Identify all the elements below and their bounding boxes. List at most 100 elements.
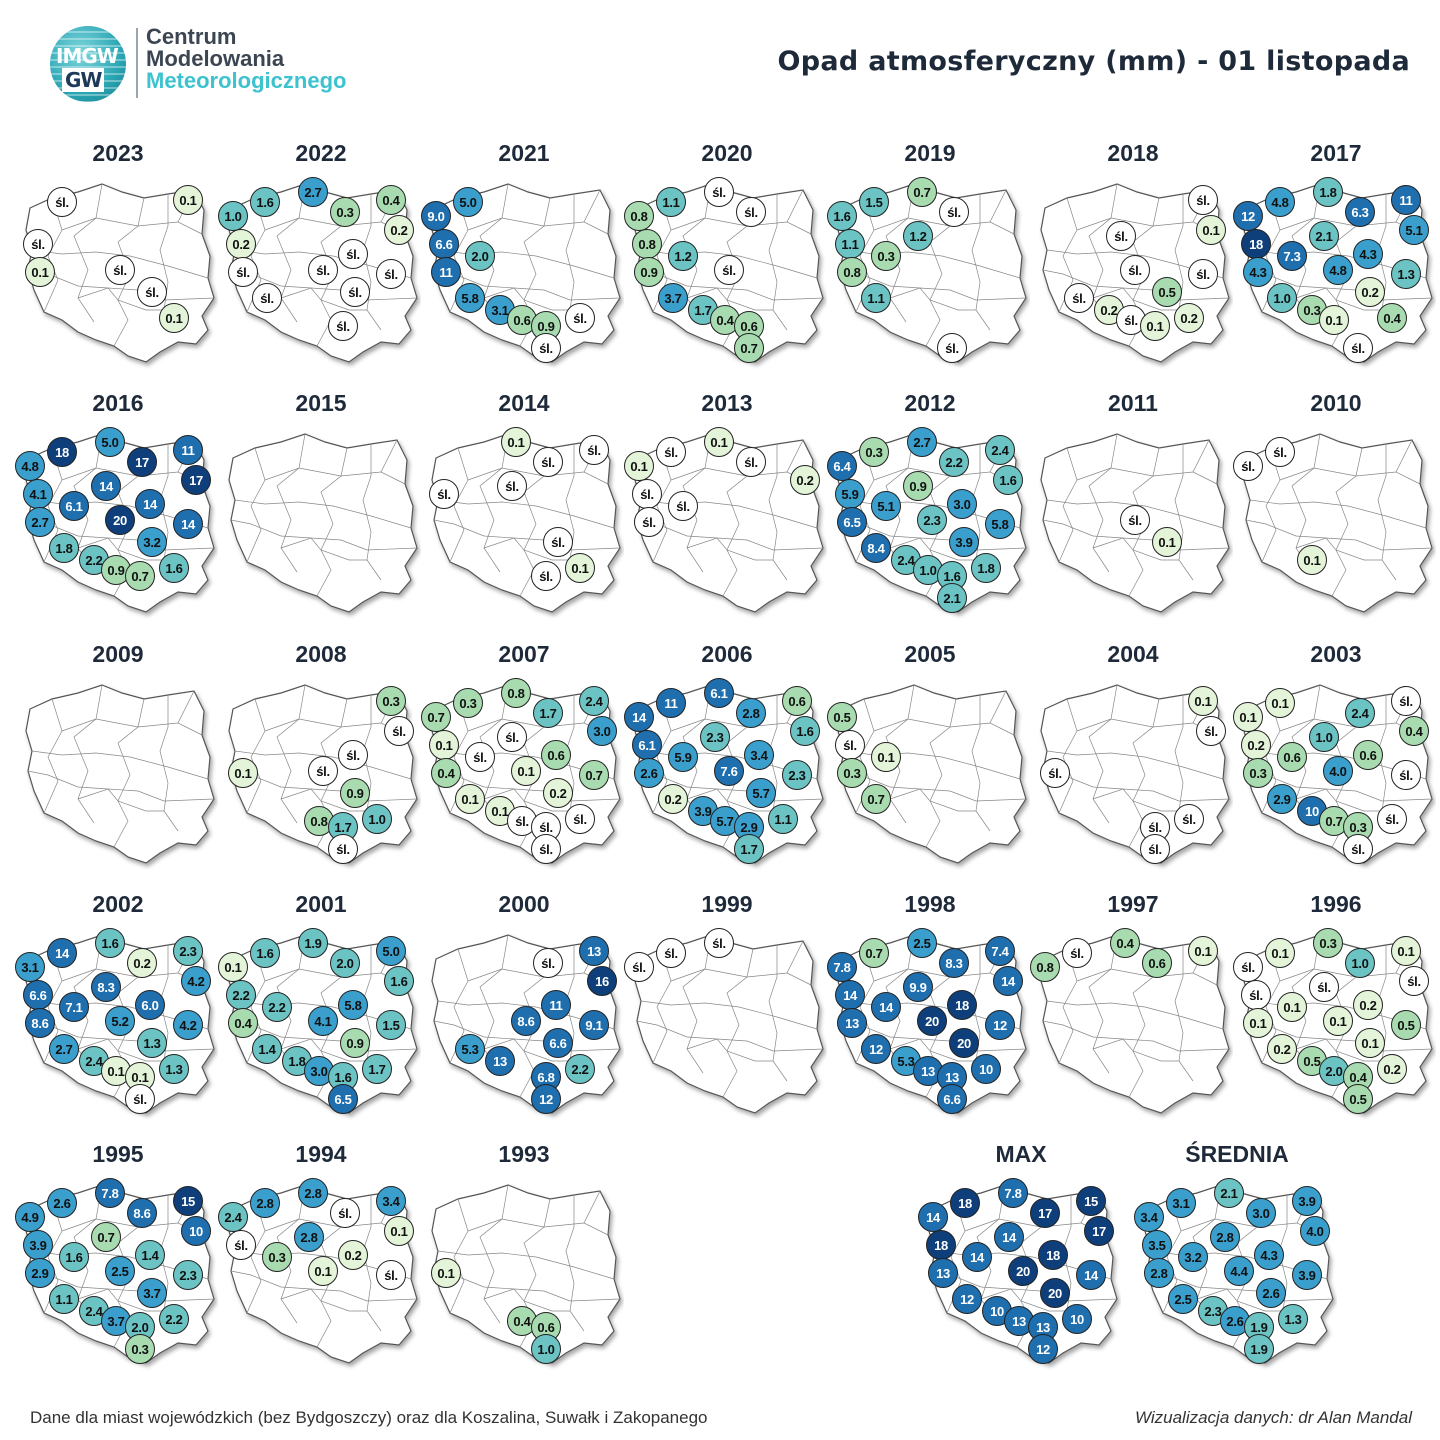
panel-label: 2018: [1107, 140, 1159, 166]
station-value: 2.7: [49, 1034, 79, 1064]
station-value: 6.4: [827, 451, 857, 481]
station-value: 2.5: [907, 928, 937, 958]
station-value: 2.0: [465, 241, 495, 271]
station-value: 3.1: [15, 952, 45, 982]
station-value: 0.4: [1399, 716, 1429, 746]
station-value: 0.1: [25, 257, 55, 287]
station-value: śl.: [531, 561, 561, 591]
station-value: 0.6: [782, 686, 812, 716]
header: IMGW GW Centrum Modelowania Meteorologic…: [0, 0, 1440, 120]
station-value: 4.3: [1254, 1240, 1284, 1270]
panel-label: 2002: [92, 891, 144, 917]
station-value: 3.9: [949, 527, 979, 557]
panel-label: 1996: [1310, 891, 1362, 917]
station-value: 12: [985, 1010, 1015, 1040]
station-value: 1.8: [1313, 177, 1343, 207]
station-value: 1.8: [971, 553, 1001, 583]
voivodeship-border: [980, 1288, 1067, 1312]
panel-label: 2016: [92, 390, 144, 416]
station-value: śl.: [704, 928, 734, 958]
station-value: 2.2: [79, 545, 109, 575]
station-value: 14: [47, 938, 77, 968]
station-value: 0.1: [1188, 686, 1218, 716]
voivodeship-border: [1295, 1038, 1382, 1062]
station-value: 4.8: [15, 451, 45, 481]
station-value: śl.: [531, 834, 561, 864]
station-value: 0.3: [330, 197, 360, 227]
panel-label: 1993: [498, 1141, 550, 1167]
station-value: 8.6: [127, 1198, 157, 1228]
station-value: 0.8: [624, 201, 654, 231]
station-value: 9.1: [579, 1010, 609, 1040]
voivodeship-border: [280, 537, 367, 561]
station-value: 2.4: [985, 435, 1015, 465]
station-value: śl.: [1233, 952, 1263, 982]
voivodeship-border: [964, 1218, 1082, 1232]
voivodeship-border: [1174, 444, 1194, 581]
station-value: 4.8: [1265, 187, 1295, 217]
map-panel-2010: 2010 śl. śl. 0.1: [1233, 390, 1436, 640]
voivodeship-border: [77, 1288, 164, 1312]
station-value: 6.0: [135, 990, 165, 1020]
voivodeship-border: [43, 698, 63, 814]
station-value: 0.2: [226, 229, 256, 259]
station-value: 5.1: [871, 491, 901, 521]
voivodeship-border: [1092, 788, 1179, 812]
map-panel-2009: 2009: [18, 641, 218, 891]
station-value: śl.: [714, 255, 744, 285]
station-value: 6.1: [632, 730, 662, 760]
station-value: śl.: [1377, 804, 1407, 834]
voivodeship-border: [483, 1038, 570, 1062]
station-value: śl.: [1233, 451, 1263, 481]
panel-label: 2022: [295, 140, 347, 166]
station-value: 0.3: [125, 1334, 155, 1364]
station-value: 13: [485, 1046, 515, 1076]
voivodeship-border: [686, 1038, 773, 1062]
station-value: 0.2: [338, 1240, 368, 1270]
station-value: śl.: [308, 756, 338, 786]
map-panel-1994: 1994 2.8 2.8 3.4 2.4 śl. 0.1 śl. 0.3 2.8 0.2 0.1 śl.: [218, 1141, 421, 1391]
map-panel-2003: 2003 0.1 śl. 0.1 2.4 0.4 0.2 0.6 1.0 0.6 0.3 4.0 śl.…: [1233, 641, 1436, 891]
station-value: śl.: [330, 1198, 360, 1228]
station-value: 1.2: [903, 221, 933, 251]
station-value: śl.: [328, 311, 358, 341]
station-value: 1.9: [1244, 1334, 1274, 1364]
voivodeship-border: [61, 718, 179, 732]
station-value: 14: [91, 471, 121, 501]
panel-label: 1997: [1107, 891, 1159, 917]
station-value: 2.1: [1309, 221, 1339, 251]
voivodeship-border: [280, 1038, 367, 1062]
station-value: 0.7: [91, 1222, 121, 1252]
station-value: śl.: [1196, 716, 1226, 746]
station-value: 6.6: [937, 1084, 967, 1114]
station-value: 2.4: [579, 686, 609, 716]
station-value: 5.9: [668, 742, 698, 772]
station-value: 11: [541, 990, 571, 1020]
panel-label: 1998: [904, 891, 956, 917]
logo-badge-top: IMGW: [56, 44, 119, 68]
station-value: 0.2: [384, 215, 414, 245]
imgw-logo-badge-icon: IMGW GW: [50, 26, 126, 102]
station-value: 13: [837, 1008, 867, 1038]
station-value: 1.5: [376, 1010, 406, 1040]
station-value: 14: [962, 1242, 992, 1272]
station-value: 12: [531, 1084, 561, 1114]
voivodeship-border: [1076, 718, 1194, 732]
station-value: 0.3: [871, 241, 901, 271]
station-value: 6.1: [59, 491, 89, 521]
station-value: 5.0: [95, 427, 125, 457]
station-value: 10: [971, 1054, 1001, 1084]
station-value: 1.6: [827, 201, 857, 231]
station-value: śl.: [125, 1084, 155, 1114]
station-value: 17: [127, 447, 157, 477]
station-value: 1.6: [95, 928, 125, 958]
voivodeship-border: [1180, 1218, 1298, 1232]
station-value: 0.6: [1142, 948, 1172, 978]
station-value: 7.1: [59, 992, 89, 1022]
station-value: 12: [952, 1284, 982, 1314]
station-value: 0.1: [1140, 311, 1170, 341]
station-value: 2.3: [173, 1260, 203, 1290]
panel-label: 2021: [498, 140, 550, 166]
station-value: 5.8: [338, 990, 368, 1020]
voivodeship-border: [437, 1250, 615, 1280]
